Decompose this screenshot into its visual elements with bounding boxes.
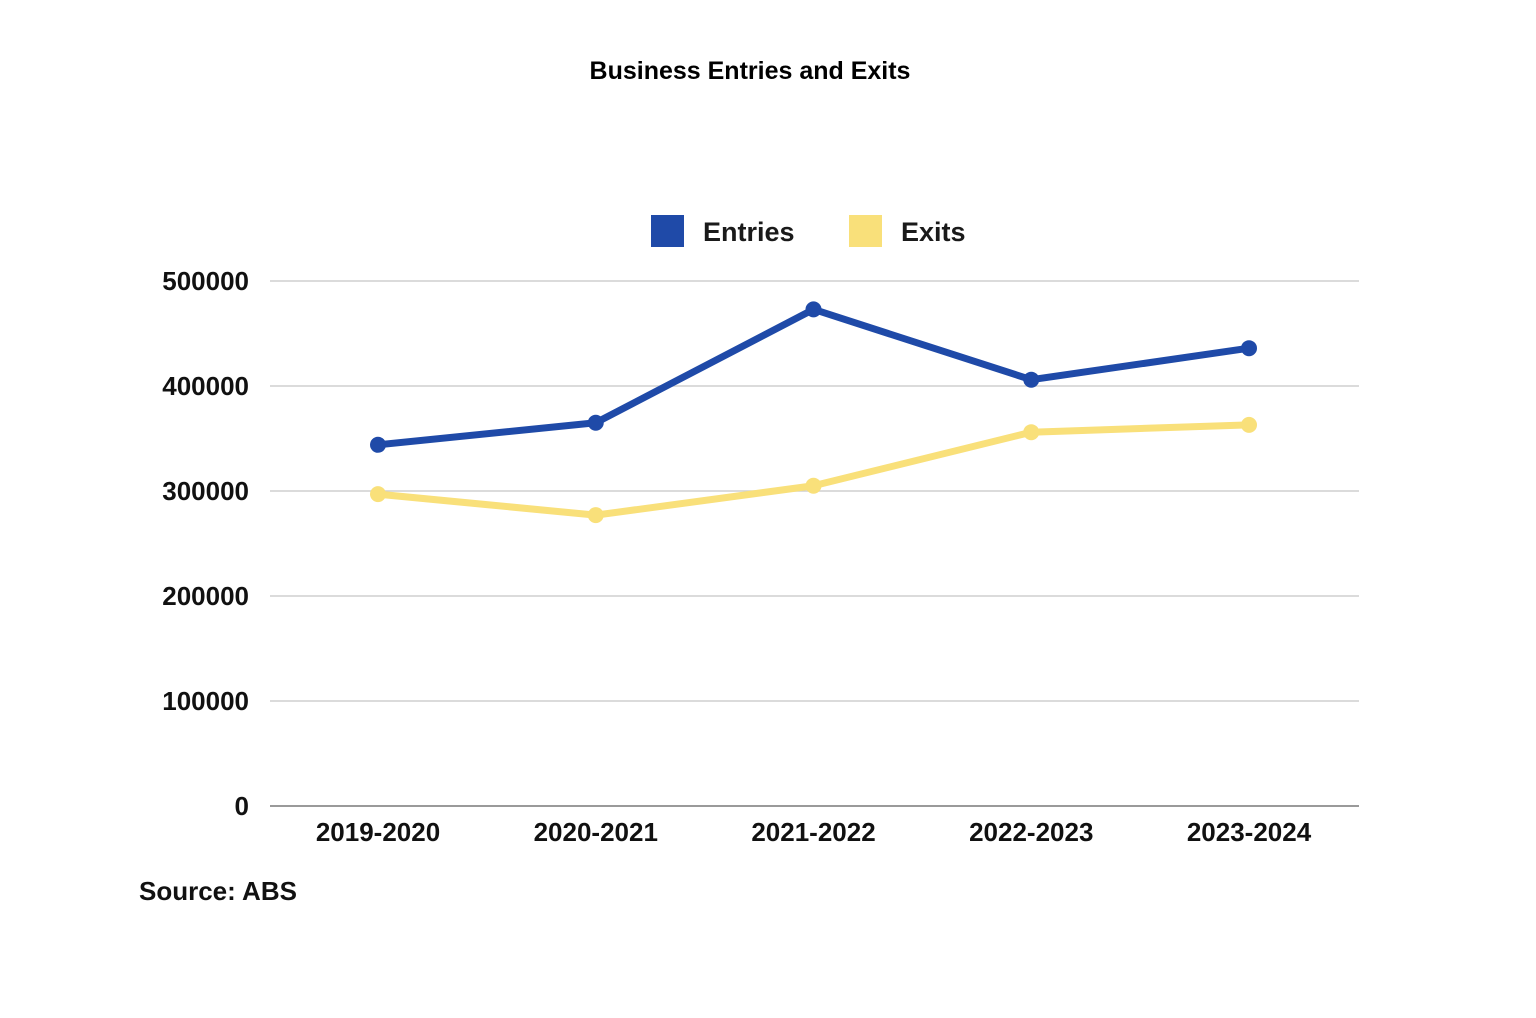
series-line-entries [374,305,1253,449]
data-point-exits [370,486,386,503]
legend-swatch-entries [651,215,684,247]
gridlines [270,280,1359,807]
series-layer [370,301,1257,524]
x-axis-ticks: 2019-2020 2020-2021 2021-2022 2022-2023 2023… [316,817,1312,847]
data-point-exits [1241,416,1257,433]
x-tick-label: 2023-2024 [1187,817,1312,847]
data-point-entries [1241,340,1257,357]
legend-label-entries: Entries [703,217,795,247]
legend: Entries Exits [651,215,966,247]
source-note: Source: ABS [139,876,297,906]
x-tick-label: 2021-2022 [751,817,875,847]
y-tick-label: 0 [235,791,249,821]
x-tick-label: 2019-2020 [316,817,440,847]
y-tick-label: 400000 [162,371,249,401]
x-tick-label: 2020-2021 [534,817,658,847]
data-point-exits [587,507,604,524]
y-tick-label: 300000 [162,476,249,506]
data-point-entries [805,301,822,318]
legend-swatch-exits [849,215,882,247]
x-tick-label: 2022-2023 [969,817,1093,847]
series-entries [370,301,1257,453]
series-exits [370,416,1257,524]
legend-label-exits: Exits [901,217,966,247]
data-point-entries [1023,371,1040,388]
data-point-exits [1023,424,1040,441]
y-tick-label: 100000 [162,686,249,716]
data-point-entries [587,414,604,431]
y-axis-ticks: 0 100000 200000 300000 400000 500000 [162,266,249,821]
y-tick-label: 200000 [162,581,249,611]
chart-title: Business Entries and Exits [590,57,911,85]
data-point-entries [370,436,386,453]
data-point-exits [805,477,822,494]
y-tick-label: 500000 [162,266,249,296]
series-line-exits [374,421,1253,519]
